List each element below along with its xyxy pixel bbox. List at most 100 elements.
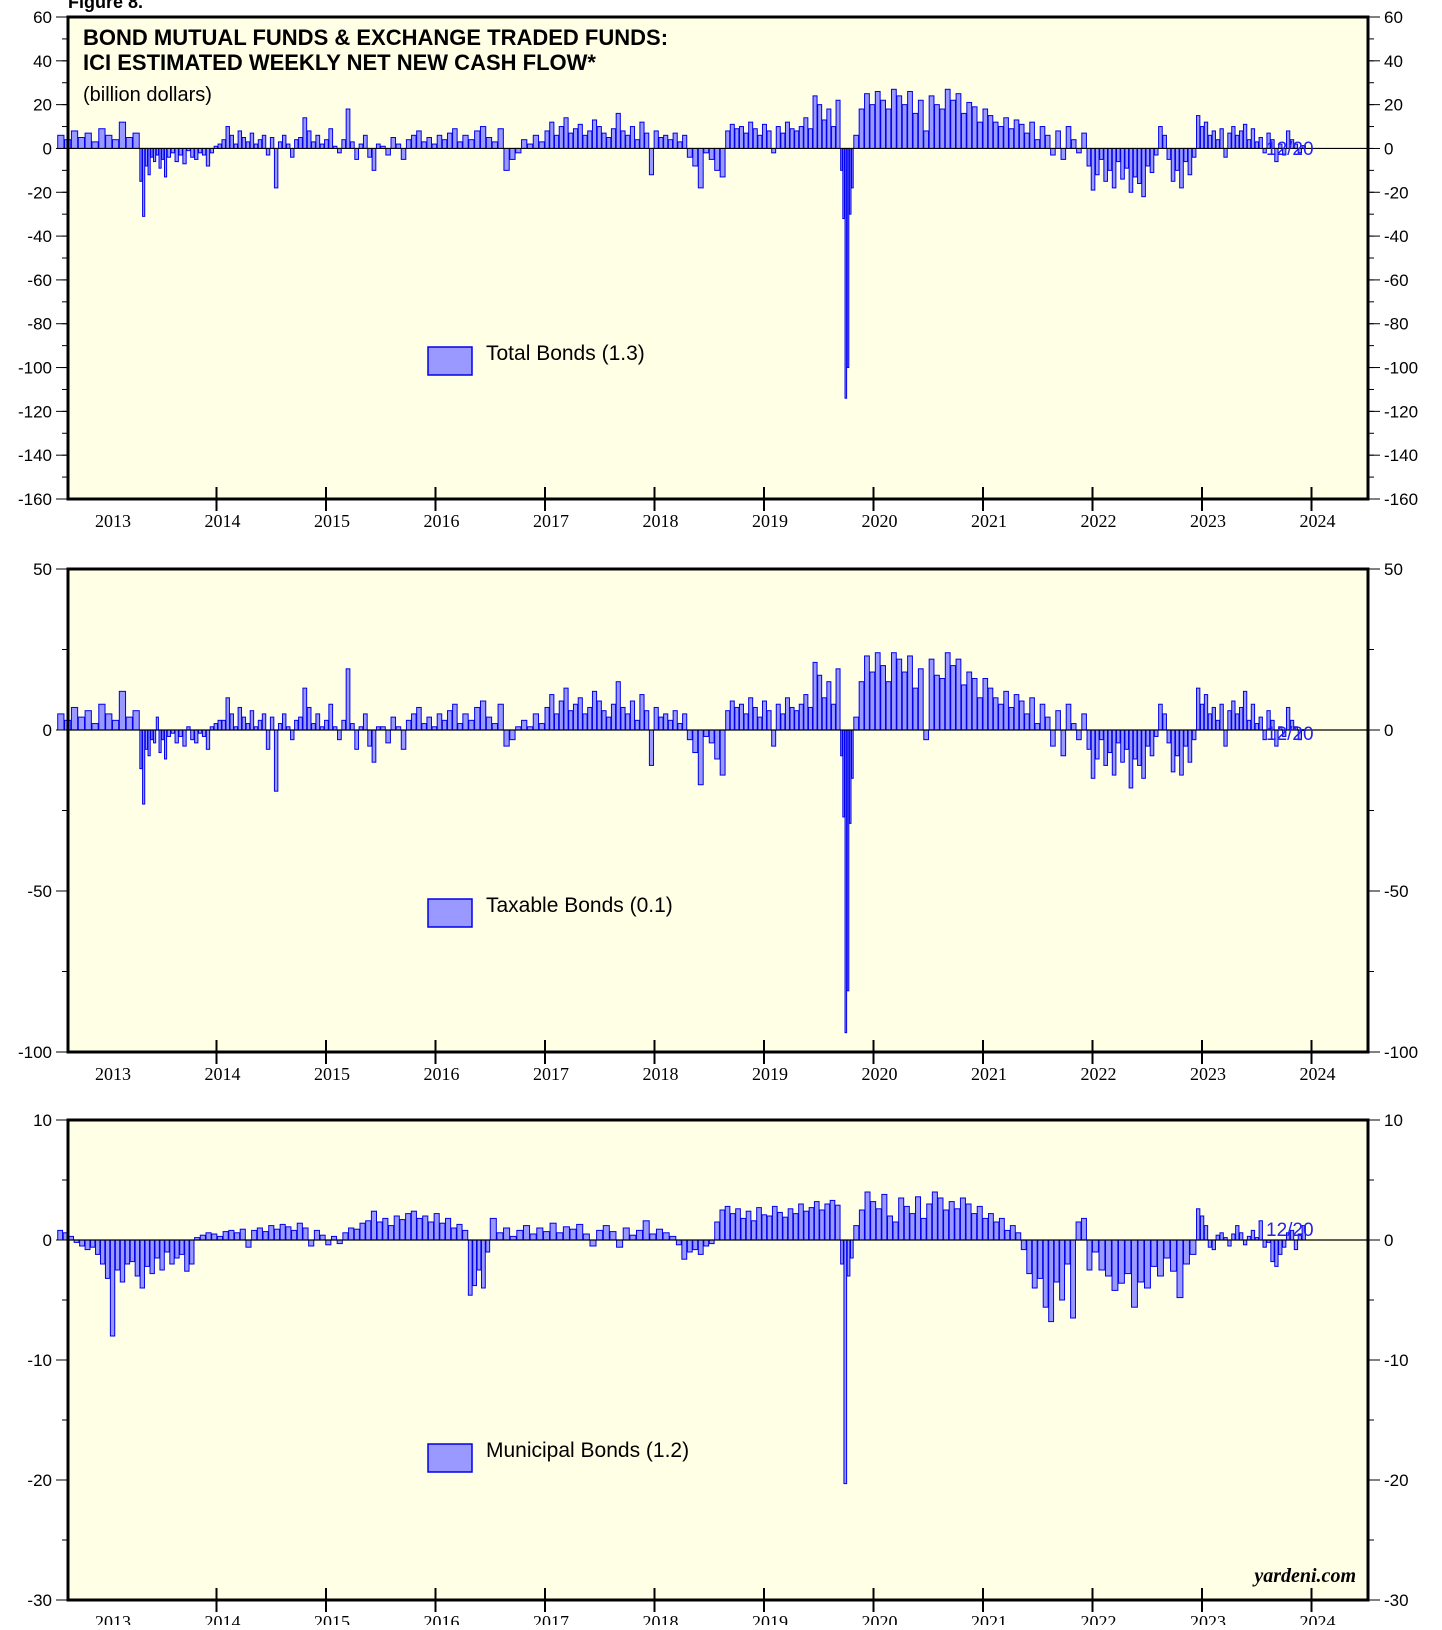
y-tick-label-left: -20: [27, 1471, 52, 1490]
bar: [1053, 1239, 1060, 1283]
legend-swatch: [427, 898, 473, 928]
bar: [268, 1225, 275, 1241]
chart-title-line1: BOND MUTUAL FUNDS & EXCHANGE TRADED FUND…: [83, 25, 668, 50]
bar: [881, 1193, 888, 1241]
bar: [1124, 729, 1130, 750]
bar: [808, 1207, 815, 1241]
bar: [639, 694, 645, 731]
bar: [256, 1227, 263, 1241]
bar: [265, 147, 271, 156]
x-tick-label: 2021: [971, 1064, 1007, 1084]
bar: [807, 128, 813, 149]
bar: [954, 1208, 961, 1241]
bar: [886, 1215, 893, 1241]
bar: [229, 134, 234, 149]
plot-area: [68, 1120, 1368, 1600]
bar: [158, 729, 162, 754]
bar: [1223, 729, 1228, 747]
bar: [1081, 1217, 1087, 1241]
bar: [367, 147, 372, 158]
bar: [416, 706, 422, 731]
bar: [606, 137, 612, 149]
bar: [692, 729, 699, 754]
bar: [596, 1229, 604, 1241]
bar: [1131, 1239, 1138, 1308]
bar: [558, 700, 564, 731]
bar: [1274, 1239, 1279, 1267]
bar: [479, 126, 487, 149]
bar: [153, 729, 157, 744]
bar: [1196, 1208, 1201, 1241]
bar: [944, 652, 951, 731]
legend-label: Total Bonds (1.3): [486, 342, 645, 365]
bar: [426, 137, 432, 149]
bar: [166, 729, 172, 737]
bar: [931, 1191, 938, 1241]
x-tick-label: 2014: [205, 1612, 241, 1625]
y-tick-label-left: -140: [18, 446, 52, 465]
bar: [874, 90, 881, 149]
bar: [553, 134, 560, 149]
bar: [677, 141, 683, 149]
bar: [1262, 1239, 1267, 1248]
bar: [752, 128, 758, 149]
bar: [1103, 147, 1108, 182]
bar: [1207, 1239, 1213, 1248]
bar: [959, 1197, 966, 1241]
bar: [798, 703, 804, 731]
bar: [1037, 1239, 1044, 1279]
bar: [743, 132, 749, 149]
bar: [1076, 729, 1082, 741]
bar: [445, 1217, 452, 1241]
bar: [1270, 1239, 1275, 1263]
x-tick-label: 2013: [95, 511, 131, 531]
bar: [105, 134, 113, 149]
bar: [142, 729, 146, 805]
bar: [869, 104, 876, 149]
bar: [672, 132, 678, 149]
bar: [697, 729, 704, 786]
bar: [99, 1239, 106, 1265]
bar: [1076, 147, 1082, 154]
bar: [95, 1239, 101, 1255]
bar: [1081, 132, 1087, 149]
bar: [298, 716, 303, 731]
bar: [667, 719, 674, 731]
bar: [601, 132, 607, 149]
bar: [70, 130, 79, 149]
bar: [446, 132, 453, 149]
bar: [174, 1239, 180, 1259]
bar: [313, 1229, 320, 1241]
bar: [869, 671, 876, 731]
y-tick-label-left: -80: [27, 315, 52, 334]
x-tick-label: 2022: [1081, 1064, 1117, 1084]
bar: [199, 1234, 206, 1241]
bar: [803, 1210, 810, 1241]
bar: [714, 729, 721, 760]
bar: [842, 147, 845, 220]
bar: [955, 658, 962, 731]
bar: [497, 128, 504, 149]
bar: [421, 141, 427, 149]
x-tick-label: 2014: [205, 1064, 241, 1084]
bar: [675, 1239, 682, 1246]
bar: [610, 128, 617, 149]
bar: [1231, 126, 1236, 149]
bar: [971, 106, 978, 149]
bar: [286, 143, 291, 149]
bar: [1211, 1239, 1216, 1251]
bar: [371, 729, 377, 763]
bar: [1018, 700, 1025, 731]
bar: [302, 117, 308, 149]
bar: [521, 139, 528, 149]
bar: [532, 713, 540, 731]
bar: [729, 700, 735, 731]
bar: [234, 1232, 241, 1241]
bar: [890, 652, 897, 731]
bar: [817, 104, 823, 149]
y-tick-label-right: 0: [1384, 139, 1393, 158]
bar: [1250, 703, 1256, 731]
chart-panel-2: 50 50 0 0 -50 -50 -100 -100 2013 2014 2015 2016 2017…: [18, 560, 1418, 1084]
bar: [1227, 710, 1232, 731]
bar: [174, 147, 179, 163]
